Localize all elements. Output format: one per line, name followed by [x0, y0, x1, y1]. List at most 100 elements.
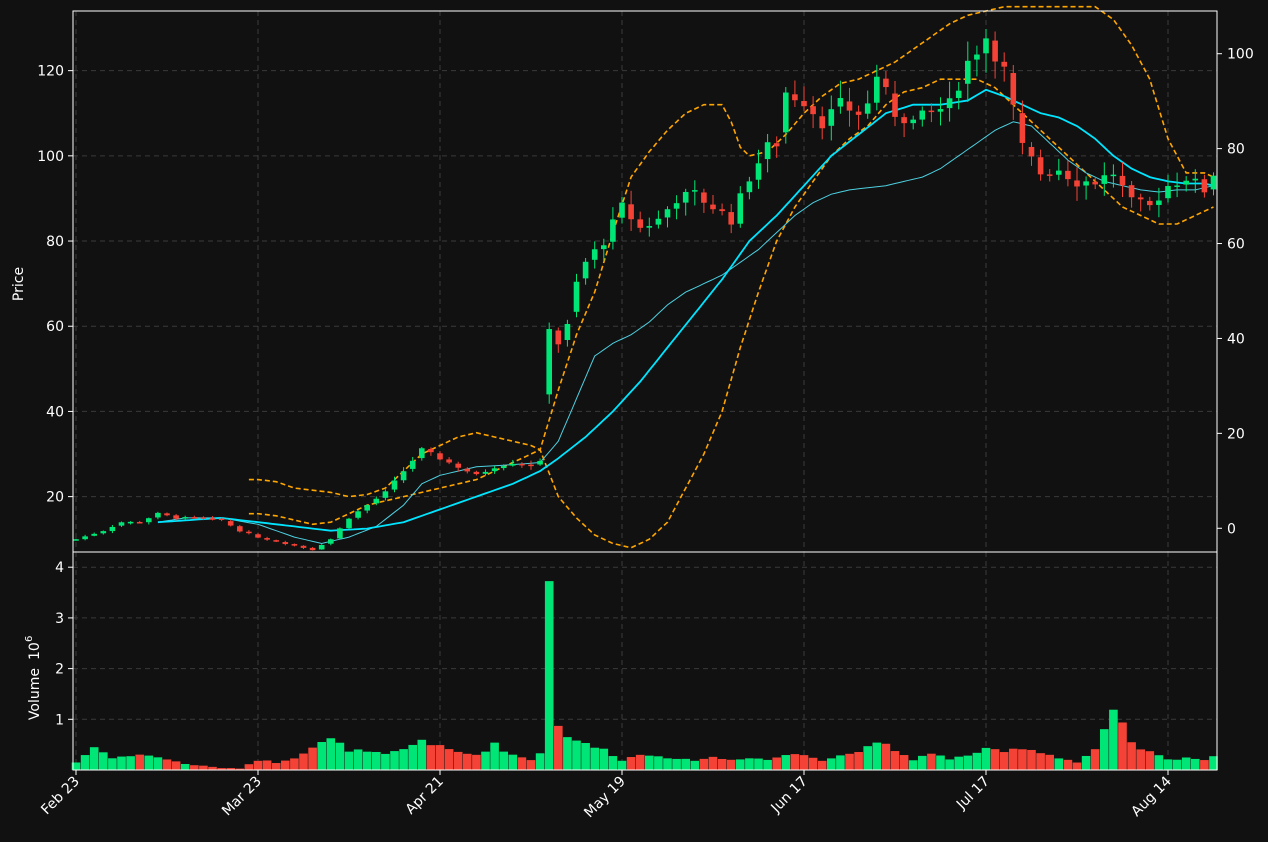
- volume-bar: [954, 756, 963, 770]
- candle-body: [282, 542, 289, 545]
- candle-body: [118, 522, 125, 526]
- volume-bar: [635, 754, 645, 770]
- volume-bar: [499, 751, 508, 770]
- candle-body: [537, 460, 543, 465]
- candle-body: [318, 544, 325, 550]
- candle-body: [1046, 174, 1053, 176]
- volume-tick-label: 3: [55, 611, 64, 627]
- volume-bar: [435, 745, 445, 770]
- candle-body: [810, 106, 816, 115]
- volume-bar: [1136, 749, 1145, 770]
- price-tick-label: 100: [37, 149, 64, 165]
- volume-bar: [999, 752, 1009, 770]
- volume-bar: [390, 751, 399, 770]
- volume-bar: [599, 748, 609, 770]
- volume-bar: [708, 756, 718, 770]
- volume-bar: [772, 757, 781, 770]
- candle-body: [874, 76, 880, 103]
- ma-fast-line: [157, 121, 1214, 545]
- candle-body: [373, 498, 380, 504]
- volume-bar: [262, 760, 272, 770]
- candle-body: [1056, 170, 1062, 175]
- volume-bar: [1072, 762, 1082, 770]
- volume-bar: [836, 755, 845, 770]
- candle-body: [801, 101, 807, 107]
- band-lower-line: [248, 78, 1214, 549]
- candle-body: [1010, 73, 1017, 105]
- volume-bar: [717, 758, 727, 770]
- volume-bar: [645, 755, 654, 770]
- volume-bar: [754, 758, 763, 770]
- candle-body: [1001, 61, 1007, 67]
- volume-bar: [672, 758, 681, 770]
- candle-body: [446, 459, 452, 463]
- candle-body: [1192, 178, 1199, 181]
- candle-body: [837, 98, 844, 107]
- candle-body: [855, 111, 862, 115]
- candle-body: [1083, 181, 1089, 186]
- volume-bar: [1109, 709, 1118, 770]
- volume-bar: [326, 738, 336, 770]
- candle-body: [773, 143, 780, 147]
- candle-body: [655, 218, 662, 225]
- volume-bar: [372, 751, 381, 770]
- candles: [73, 28, 1217, 551]
- volume-bar: [863, 746, 872, 770]
- candle-body: [309, 547, 316, 551]
- candle-body: [1101, 175, 1108, 184]
- volume-bar: [608, 756, 618, 770]
- candle-body: [1037, 157, 1044, 175]
- candle-body: [264, 538, 270, 540]
- candle-body: [382, 491, 389, 498]
- candle-body: [391, 480, 398, 490]
- candle-body: [628, 204, 634, 220]
- volume-bar: [1127, 742, 1136, 770]
- volume-bar: [681, 758, 690, 770]
- candle-body: [291, 544, 298, 546]
- candle-body: [864, 103, 871, 114]
- candle-body: [146, 518, 152, 523]
- volume-bar: [453, 751, 463, 770]
- candle-body: [573, 281, 580, 312]
- candle-body: [164, 513, 170, 516]
- candle-body: [664, 209, 671, 218]
- volume-bar: [1081, 755, 1091, 770]
- volume-bar: [890, 751, 900, 770]
- candle-body: [437, 453, 443, 460]
- candle-body: [591, 249, 598, 260]
- candle-body: [364, 505, 370, 511]
- candle-body: [464, 468, 471, 472]
- volume-bar: [299, 753, 308, 770]
- volume-bar: [781, 755, 791, 770]
- candle-body: [528, 464, 534, 467]
- candle-body: [901, 117, 907, 124]
- volume-bar: [1018, 749, 1027, 770]
- candle-body: [828, 109, 835, 126]
- volume-bar: [1145, 751, 1155, 770]
- candle-body: [328, 539, 334, 544]
- volume-bar: [190, 765, 199, 770]
- candle-body: [610, 219, 616, 242]
- candle-body: [500, 466, 507, 469]
- candle-body: [946, 98, 953, 109]
- secondary-tick-label: 0: [1227, 521, 1236, 537]
- volume-bar: [399, 749, 408, 770]
- candle-body: [955, 90, 962, 98]
- volume-bar: [726, 759, 736, 770]
- volume-bar: [981, 747, 991, 770]
- candle-body: [255, 534, 261, 538]
- bollinger-bands: [248, 5, 1214, 549]
- volume-bar: [135, 754, 144, 770]
- candle-body: [510, 463, 516, 466]
- volume-bar: [481, 751, 490, 770]
- volume-bar: [1200, 760, 1209, 770]
- price-tick-label: 60: [46, 319, 64, 335]
- candle-body: [883, 78, 889, 88]
- volume-bar: [1054, 758, 1064, 770]
- band-upper-line: [248, 5, 1214, 498]
- volume-bar: [353, 749, 363, 770]
- candle-body: [682, 191, 689, 203]
- candle-body: [701, 192, 707, 203]
- candle-body: [1092, 181, 1098, 185]
